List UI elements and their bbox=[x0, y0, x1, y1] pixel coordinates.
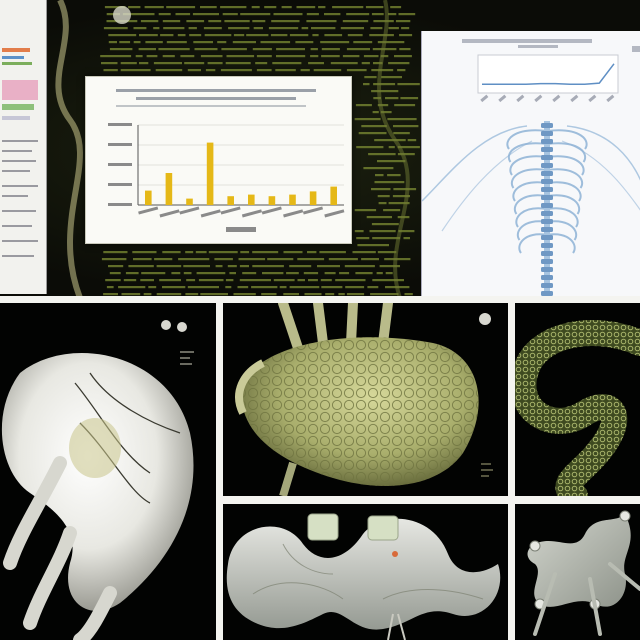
bone-joint-render-icon bbox=[527, 510, 640, 636]
x-tick-label bbox=[261, 206, 282, 215]
x-tick-label bbox=[138, 206, 159, 215]
x-tick-label bbox=[302, 206, 324, 215]
y-tick-label bbox=[108, 143, 132, 146]
bar-chart-panel bbox=[85, 76, 352, 244]
x-tick-label bbox=[220, 206, 241, 215]
y-tick-label bbox=[108, 183, 132, 186]
bar bbox=[309, 191, 317, 205]
y-tick-label bbox=[108, 203, 132, 206]
horizontal-gutter bbox=[223, 496, 640, 504]
bar bbox=[289, 194, 296, 205]
bar bbox=[330, 186, 337, 205]
horizontal-divider bbox=[0, 296, 640, 303]
colon-segment-render-icon bbox=[226, 513, 501, 640]
bar bbox=[268, 196, 276, 205]
x-tick-label bbox=[324, 209, 345, 218]
kidney-3d-render-tile bbox=[0, 303, 216, 640]
colon-segment-render-tile bbox=[223, 504, 508, 640]
vertical-gutter bbox=[508, 303, 515, 640]
kidney-3d-render-icon bbox=[1, 320, 194, 640]
document-thumbnail bbox=[0, 0, 47, 294]
bar-chart bbox=[108, 89, 345, 232]
anatomy-reference-panel bbox=[421, 31, 640, 296]
vessel-mesh-render-tile bbox=[515, 303, 640, 496]
y-tick-label bbox=[108, 123, 132, 126]
bar bbox=[227, 196, 234, 205]
x-tick-label bbox=[179, 206, 200, 215]
x-tick-label bbox=[200, 209, 221, 218]
bar bbox=[145, 190, 152, 205]
bar bbox=[206, 142, 214, 205]
vessel-mesh-render-icon bbox=[515, 320, 640, 496]
bar bbox=[186, 198, 193, 205]
x-tick-label bbox=[159, 209, 180, 218]
x-tick-label bbox=[283, 209, 304, 218]
bar bbox=[165, 173, 173, 205]
liver-3d-render-icon bbox=[235, 303, 493, 496]
bone-joint-render-tile bbox=[515, 504, 640, 640]
vertical-gutter bbox=[216, 303, 223, 640]
code-background bbox=[0, 0, 640, 298]
spine-ribcage-icon bbox=[422, 121, 640, 296]
code-text-texture bbox=[0, 0, 640, 298]
y-tick-label bbox=[108, 163, 132, 166]
bar bbox=[248, 194, 255, 205]
code-text-svg bbox=[55, 0, 420, 298]
x-tick-label bbox=[241, 209, 262, 218]
liver-3d-render-tile bbox=[223, 303, 508, 496]
mini-line-chart bbox=[477, 54, 619, 103]
